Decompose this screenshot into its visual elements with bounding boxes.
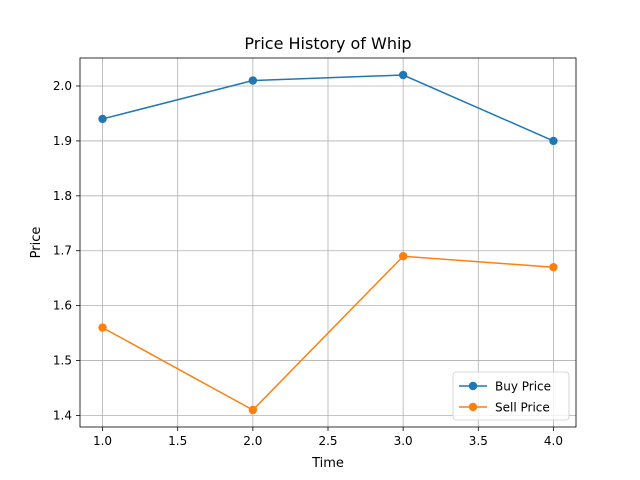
y-tick-label: 1.4 (53, 408, 72, 422)
x-tick-label: 3.0 (394, 434, 413, 448)
x-tick-label: 2.0 (243, 434, 262, 448)
buy-price-point (248, 76, 258, 85)
chart-title: Price History of Whip (244, 34, 411, 53)
x-tick-label: 4.0 (544, 434, 563, 448)
x-tick-label: 1.5 (168, 434, 187, 448)
series-buy-price (98, 70, 558, 146)
series-layer (98, 70, 558, 415)
x-axis-label: Time (311, 456, 344, 471)
y-tick-label: 1.8 (53, 189, 72, 203)
series-sell-price (98, 252, 558, 415)
x-tick-label: 2.5 (318, 434, 337, 448)
y-tick-label: 1.5 (53, 354, 72, 368)
axis-ticks: 1.0 1.5 2.0 2.5 3.0 3.5 4.0 1.4 1.5 1.6 1.7 1.8 1.9 2… (53, 79, 563, 448)
legend: Buy Price Sell Price (452, 371, 570, 421)
sell-price-point (248, 405, 258, 415)
legend-marker-sell-price (468, 402, 478, 412)
sell-price-point (549, 263, 558, 272)
sell-price-point (398, 252, 408, 261)
y-tick-label: 2.0 (53, 79, 72, 93)
y-tick-label: 1.7 (53, 244, 72, 258)
y-tick-label: 1.9 (53, 134, 72, 148)
buy-price-point (398, 70, 408, 80)
x-tick-label: 1.0 (93, 434, 112, 448)
legend-label-buy-price: Buy Price (495, 380, 551, 394)
y-tick-label: 1.6 (53, 299, 72, 313)
buy-price-point (549, 136, 558, 146)
buy-price-line (102, 74, 554, 142)
x-tick-label: 3.5 (469, 434, 488, 448)
sell-price-point (98, 323, 107, 332)
legend-box (452, 371, 570, 421)
y-axis-label: Price (29, 227, 44, 259)
legend-label-sell-price: Sell Price (495, 401, 550, 415)
buy-price-point (98, 114, 107, 124)
legend-marker-buy-price (468, 381, 478, 391)
sell-price-line (102, 255, 554, 411)
